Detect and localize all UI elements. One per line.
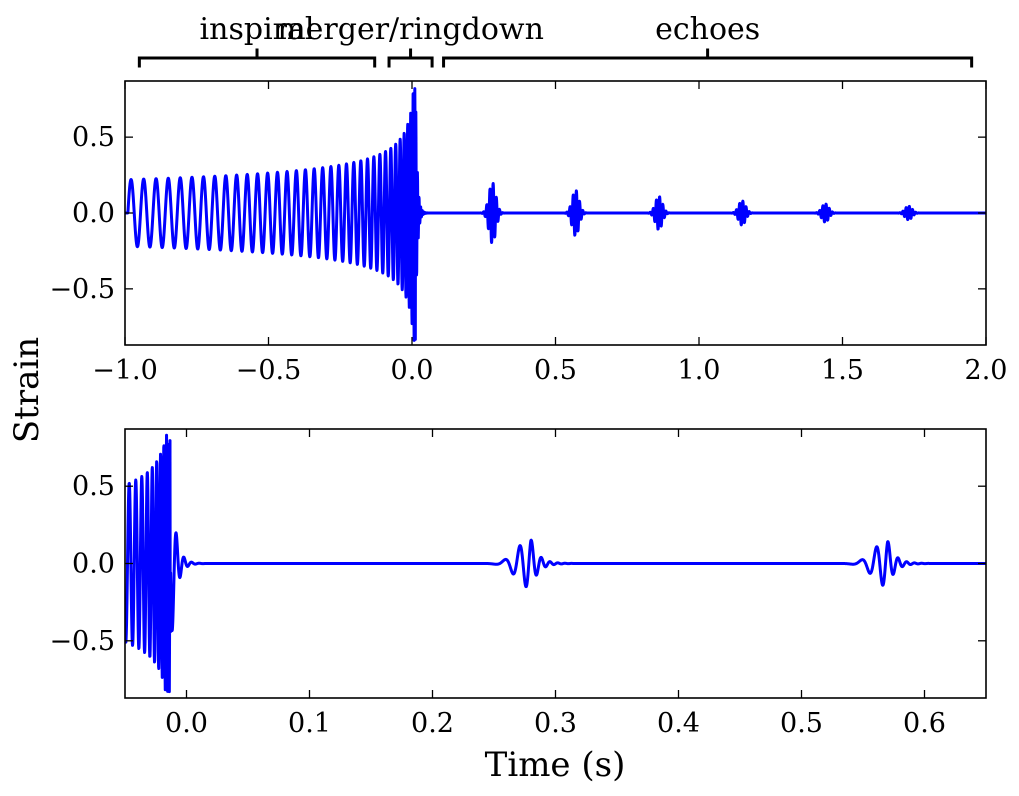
top-x-tick-label: 0.5: [534, 355, 577, 386]
top-y-tick-label: 0.0: [72, 198, 115, 229]
annotation-bracket-0: [137, 48, 377, 68]
top-x-tick-label: 2.0: [965, 355, 1008, 386]
bottom-x-tick-label: 0.3: [534, 708, 577, 739]
x-axis-title: Time (s): [485, 745, 626, 785]
top-x-tick-label: 1.5: [821, 355, 864, 386]
bottom-x-tick-label: 0.2: [411, 708, 454, 739]
top-x-tick-label: −0.5: [236, 355, 302, 386]
top-x-tick-label: 1.0: [678, 355, 721, 386]
top-x-tick-label: 0.0: [391, 355, 434, 386]
annotation-label-0: inspiral: [200, 12, 315, 47]
top-x-tick-label: −1.0: [92, 355, 158, 386]
bottom-y-tick-label: 0.5: [72, 471, 115, 502]
bottom-panel: 0.0 0.1 0.2 0.3 0.4 0.5 0.6 0.5 0.0 −0.5: [49, 428, 987, 739]
top-ticks: −1.0 −0.5 0.0 0.5 1.0 1.5 2.0 0.5 0.0 −0.5: [49, 81, 1007, 386]
bottom-x-tick-label: 0.4: [657, 708, 700, 739]
bottom-y-tick-label: 0.0: [72, 549, 115, 580]
top-panel: −1.0 −0.5 0.0 0.5 1.0 1.5 2.0 0.5 0.0 −0.5: [49, 80, 1007, 386]
annotation-label-1: merger/ringdown: [277, 12, 544, 47]
annotation-label-2: echoes: [655, 12, 760, 47]
bottom-ticks: 0.0 0.1 0.2 0.3 0.4 0.5 0.6 0.5 0.0 −0.5: [49, 429, 986, 739]
strain-waveform-bottom: [125, 433, 986, 694]
y-axis-title: Strain: [7, 337, 47, 443]
bottom-x-tick-label: 0.5: [780, 708, 823, 739]
bottom-x-tick-label: 0.0: [165, 708, 208, 739]
top-y-tick-label: 0.5: [72, 122, 115, 153]
annotation-bracket-2: [442, 48, 974, 68]
top-y-tick-label: −0.5: [49, 274, 115, 305]
bottom-x-tick-label: 0.6: [903, 708, 946, 739]
annotation-bracket-1: [387, 48, 434, 68]
bottom-x-tick-label: 0.1: [288, 708, 331, 739]
strain-waveform-top: [125, 87, 986, 342]
bottom-y-tick-label: −0.5: [49, 626, 115, 657]
